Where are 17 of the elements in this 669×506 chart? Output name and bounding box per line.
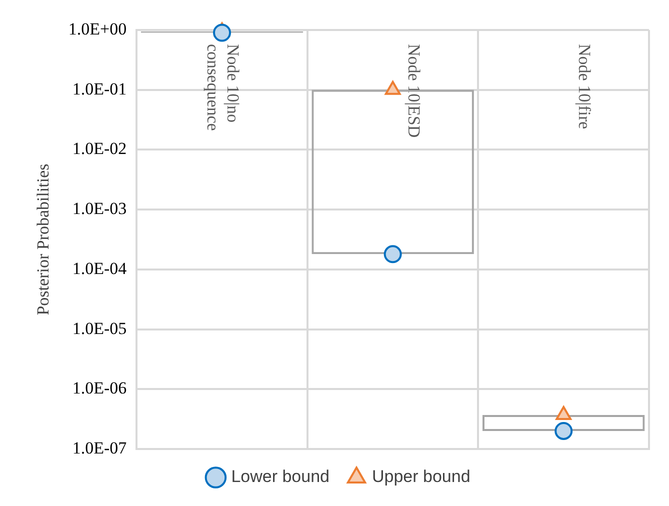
legend-label: Lower bound <box>231 467 330 486</box>
y-tick-label: 1.0E-05 <box>72 318 127 338</box>
y-tick-label: 1.0E-06 <box>72 378 127 398</box>
y-tick-label: 1.0E-07 <box>72 438 128 458</box>
x-tick-label: Node 10|ESD <box>404 44 424 138</box>
y-axis-title: Posterior Probabilities <box>34 164 53 316</box>
y-tick-label: 1.0E-01 <box>72 79 127 98</box>
y-tick-label: 1.0E-04 <box>72 258 128 278</box>
y-tick-label: 1.0E-03 <box>72 199 127 218</box>
x-tick-label: Node 10|no consequence <box>204 44 243 131</box>
y-tick-label: 1.0E+00 <box>68 19 127 38</box>
point <box>554 422 573 440</box>
point <box>384 245 402 264</box>
y-tick-label: 1.0E-02 <box>72 139 127 158</box>
x-tick-label: Node 10|fire <box>575 44 594 130</box>
point <box>213 24 232 42</box>
legend-label: Upper bound <box>372 467 470 486</box>
